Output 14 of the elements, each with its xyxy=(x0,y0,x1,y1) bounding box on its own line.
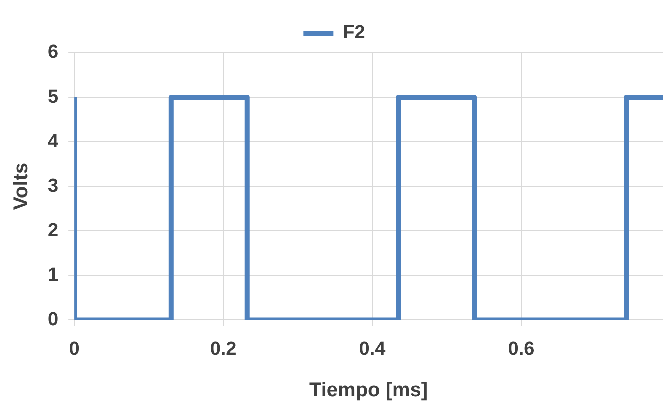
y-tick-label: 4 xyxy=(48,131,59,152)
y-axis-title: Volts xyxy=(10,162,33,210)
x-axis-title: Tiempo [ms] xyxy=(310,380,428,402)
y-tick-label: 6 xyxy=(48,42,59,64)
x-tick-label: 0.6 xyxy=(508,338,535,360)
y-tick-label: 3 xyxy=(48,176,59,197)
x-tick-label: 0.4 xyxy=(359,338,386,360)
y-tick-label: 2 xyxy=(48,220,59,242)
y-tick-label: 5 xyxy=(48,86,59,108)
x-tick-label: 0 xyxy=(69,338,80,360)
legend-label: F2 xyxy=(343,22,366,44)
y-tick-label: 1 xyxy=(48,264,59,286)
x-tick-label: 0.2 xyxy=(210,338,237,360)
y-tick-label: 0 xyxy=(48,309,59,330)
